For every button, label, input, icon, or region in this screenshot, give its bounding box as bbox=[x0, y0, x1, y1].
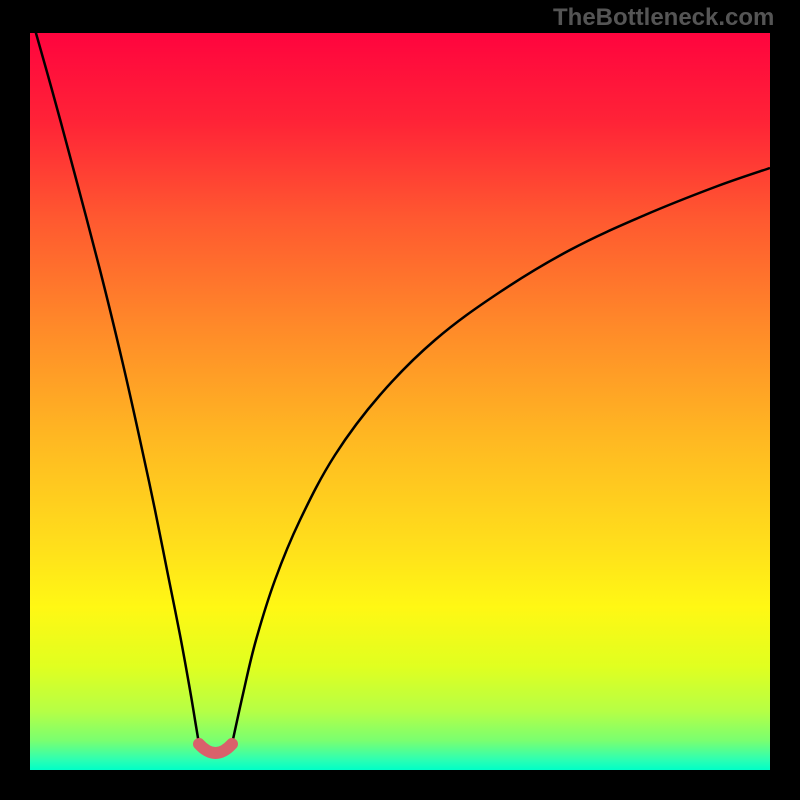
curve-trough-highlight bbox=[199, 744, 232, 753]
attribution-text: TheBottleneck.com bbox=[553, 4, 774, 32]
curve-svg bbox=[0, 0, 800, 800]
curve-right-branch bbox=[232, 168, 770, 744]
chart-container: TheBottleneck.com bbox=[0, 0, 800, 800]
curve-left-branch bbox=[30, 12, 199, 744]
